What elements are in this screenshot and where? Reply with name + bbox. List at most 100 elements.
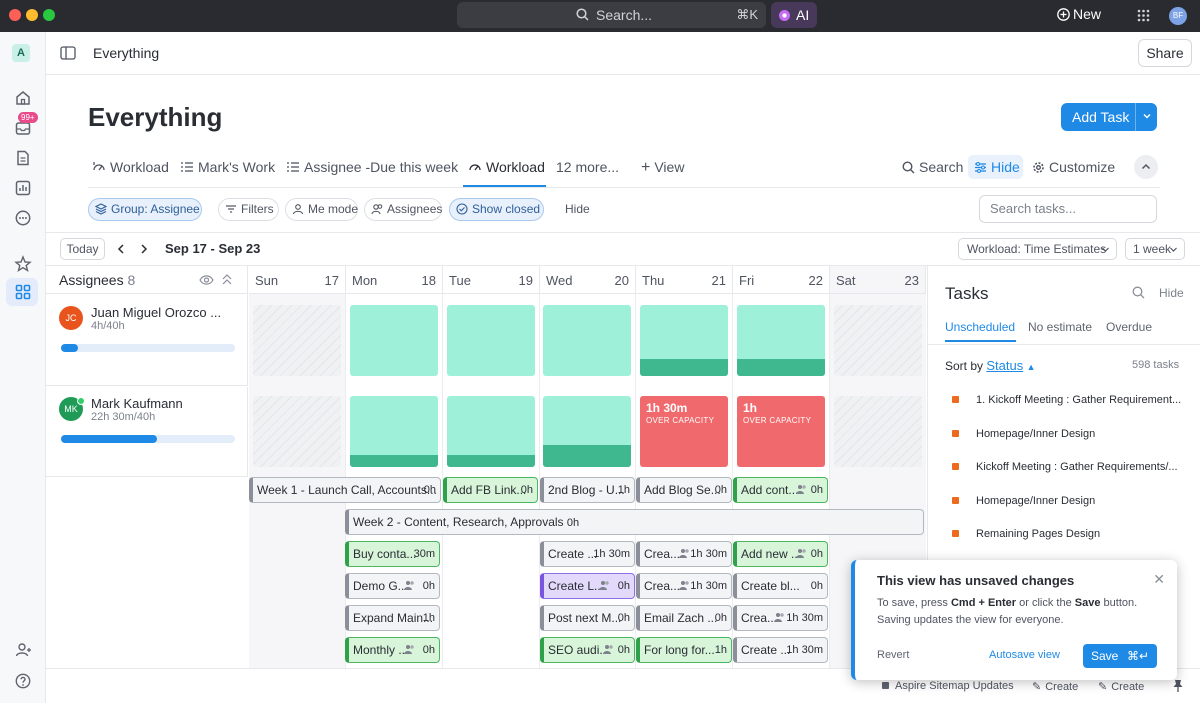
tab-workload-active[interactable]: Workload — [468, 159, 545, 175]
user-avatar[interactable]: BF — [1169, 7, 1187, 25]
capacity-cell[interactable] — [543, 396, 631, 467]
capacity-cell[interactable] — [543, 305, 631, 376]
task-bar[interactable]: Create bl... 0h — [733, 573, 828, 599]
spaces-icon[interactable] — [13, 282, 33, 302]
search-view-button[interactable]: Search — [902, 159, 963, 175]
inbox-icon[interactable] — [13, 118, 33, 138]
capacity-cell[interactable] — [737, 305, 825, 376]
task-bar[interactable]: Crea... 1h 30m — [636, 541, 732, 567]
task-bar[interactable]: Add cont... 0h — [733, 477, 828, 503]
workspace-avatar[interactable]: A — [12, 44, 30, 62]
close-window-button[interactable] — [9, 9, 21, 21]
chevron-down-icon[interactable] — [1141, 110, 1153, 122]
assignees-chip[interactable]: Assignees — [364, 198, 442, 221]
docs-icon[interactable] — [13, 148, 33, 168]
capacity-cell-off[interactable] — [834, 396, 922, 467]
task-bar[interactable]: Add Blog Se... 0h — [636, 477, 732, 503]
add-view-button[interactable]: + View — [641, 159, 684, 177]
pin-icon[interactable] — [1172, 679, 1184, 693]
tab-marks-work[interactable]: Mark's Work — [180, 159, 275, 175]
tab-workload-1[interactable]: Workload — [92, 159, 169, 175]
customize-button[interactable]: Customize — [1032, 159, 1115, 175]
new-button[interactable]: New — [1057, 6, 1101, 22]
filters-chip[interactable]: Filters — [218, 198, 279, 221]
invite-user-icon[interactable] — [13, 640, 33, 660]
workload-type-select[interactable]: Workload: Time Estimates — [958, 238, 1117, 260]
collapse-all-icon[interactable] — [221, 273, 233, 286]
task-bar[interactable]: Email Zach ... 0h — [636, 605, 732, 631]
tab-overdue[interactable]: Overdue — [1106, 320, 1153, 334]
dashboards-icon[interactable] — [13, 178, 33, 198]
sidebar-toggle-icon[interactable] — [60, 45, 76, 61]
breadcrumb[interactable]: Everything — [93, 45, 160, 61]
favorites-star-icon[interactable] — [13, 254, 33, 274]
hide-filter-button[interactable]: Hide — [565, 202, 590, 216]
task-bar[interactable]: Create L... 0h — [540, 573, 635, 599]
capacity-used-fill — [350, 455, 438, 467]
eye-icon[interactable] — [199, 274, 214, 286]
task-bar[interactable]: 2nd Blog - U... 1h — [540, 477, 635, 503]
assignee-row[interactable]: JC Juan Miguel Orozco ... 4h/40h — [46, 294, 248, 386]
capacity-cell[interactable] — [350, 396, 438, 467]
more-icon[interactable] — [13, 208, 33, 228]
capacity-cell[interactable] — [447, 305, 535, 376]
minimize-window-button[interactable] — [26, 9, 38, 21]
global-search-bar[interactable]: Search... ⌘K — [457, 2, 766, 28]
apps-grid-icon[interactable] — [1137, 9, 1150, 22]
task-bar[interactable]: Crea... 1h 30m — [636, 573, 732, 599]
revert-button[interactable]: Revert — [877, 649, 910, 661]
over-capacity-cell[interactable]: 1h OVER CAPACITY — [737, 396, 825, 467]
save-button[interactable]: Save ⌘↵ — [1083, 644, 1157, 668]
task-bar[interactable]: Create ... 1h 30m — [733, 637, 828, 663]
task-bar[interactable]: Create ... 1h 30m — [540, 541, 635, 567]
tray-item[interactable]: ✎ Create — [1032, 680, 1078, 693]
period-select[interactable]: 1 week — [1125, 238, 1185, 260]
today-button[interactable]: Today — [60, 238, 105, 260]
tray-item[interactable]: Aspire Sitemap Updates — [882, 680, 1014, 692]
capacity-cell-off[interactable] — [253, 305, 341, 376]
capacity-cell-off[interactable] — [253, 396, 341, 467]
capacity-cell[interactable] — [350, 305, 438, 376]
task-bar[interactable]: Add new ... 0h — [733, 541, 828, 567]
tab-more[interactable]: 12 more... — [556, 159, 620, 175]
task-bar[interactable]: For long for... 1h — [636, 637, 732, 663]
tray-item[interactable]: ✎ Create — [1098, 680, 1144, 693]
capacity-cell[interactable] — [640, 305, 728, 376]
search-icon[interactable] — [1132, 286, 1145, 299]
me-mode-chip[interactable]: Me mode — [285, 198, 358, 221]
home-icon[interactable] — [13, 88, 33, 108]
task-bar[interactable]: Monthly ... 0h — [345, 637, 440, 663]
ai-button[interactable]: AI — [771, 2, 817, 28]
maximize-window-button[interactable] — [43, 9, 55, 21]
task-bar[interactable]: Expand Main... 1h — [345, 605, 440, 631]
over-capacity-cell[interactable]: 1h 30m OVER CAPACITY — [640, 396, 728, 467]
chevron-left-icon[interactable] — [116, 243, 126, 255]
task-bar[interactable]: Crea... 1h 30m — [733, 605, 828, 631]
sort-control[interactable]: Sort by Status ▲ — [945, 358, 1035, 373]
assignee-row[interactable]: MK Mark Kaufmann 22h 30m/40h — [46, 387, 248, 477]
tab-assignee-due[interactable]: Assignee -Due this week — [286, 159, 458, 175]
group-by-chip[interactable]: Group: Assignee — [88, 198, 202, 221]
panel-hide-button[interactable]: Hide — [1159, 286, 1184, 300]
task-bar[interactable]: Buy conta... 30m — [345, 541, 440, 567]
chevron-right-icon[interactable] — [139, 243, 149, 255]
task-bar[interactable]: Week 2 - Content, Research, Approvals 0h — [345, 509, 924, 535]
hide-view-button[interactable]: Hide — [974, 159, 1020, 175]
add-task-button[interactable]: Add Task — [1061, 103, 1157, 131]
autosave-view-button[interactable]: Autosave view — [989, 649, 1060, 661]
task-bar[interactable]: Demo G... 0h — [345, 573, 440, 599]
task-bar[interactable]: Post next M... 0h — [540, 605, 635, 631]
task-bar[interactable]: Week 1 - Launch Call, Accounts... 0h — [249, 477, 441, 503]
help-icon[interactable] — [13, 671, 33, 691]
capacity-cell-off[interactable] — [834, 305, 922, 376]
task-bar[interactable]: SEO audi... 0h — [540, 637, 635, 663]
close-icon[interactable]: ✕ — [1153, 571, 1165, 587]
task-bar[interactable]: Add FB Link... 0h — [443, 477, 538, 503]
collapse-header-button[interactable] — [1134, 155, 1158, 179]
tab-unscheduled[interactable]: Unscheduled — [945, 320, 1016, 334]
share-button[interactable]: Share — [1138, 39, 1192, 67]
show-closed-chip[interactable]: Show closed — [449, 198, 544, 221]
tab-no-estimate[interactable]: No estimate — [1028, 320, 1093, 334]
capacity-cell[interactable] — [447, 396, 535, 467]
search-tasks-input[interactable]: Search tasks... — [979, 195, 1157, 223]
